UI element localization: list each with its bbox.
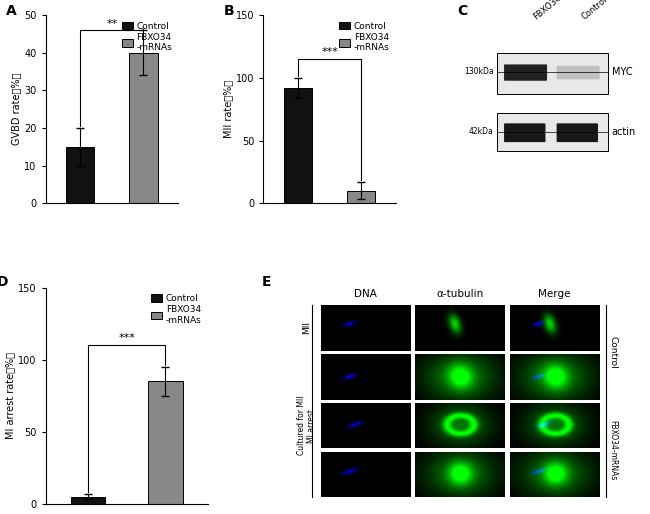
Legend: Control, FBXO34
-mRNAs: Control, FBXO34 -mRNAs: [120, 20, 174, 54]
Text: Control: Control: [580, 0, 609, 21]
Text: FBXO34-mRNAs: FBXO34-mRNAs: [532, 0, 589, 21]
Text: MII: MII: [302, 321, 311, 335]
Text: FBXO34-mRNAs: FBXO34-mRNAs: [608, 420, 618, 480]
Bar: [497, 113, 608, 151]
Text: ***: ***: [321, 47, 338, 58]
Legend: Control, FBXO34
-mRNAs: Control, FBXO34 -mRNAs: [150, 292, 203, 327]
Text: B: B: [224, 4, 234, 18]
Text: E: E: [262, 275, 272, 289]
FancyBboxPatch shape: [504, 123, 545, 142]
Text: 130kDa: 130kDa: [464, 67, 494, 76]
Text: α-tubulin: α-tubulin: [436, 289, 484, 299]
Bar: [497, 53, 608, 94]
Text: actin: actin: [612, 127, 636, 137]
Bar: [347, 191, 376, 203]
FancyBboxPatch shape: [556, 123, 598, 142]
Bar: [148, 381, 183, 504]
Bar: [129, 53, 158, 203]
Bar: [284, 88, 312, 203]
Text: Cultured for MII
MI arrest: Cultured for MII MI arrest: [297, 396, 317, 455]
Text: ***: ***: [118, 333, 135, 343]
Text: 42kDa: 42kDa: [469, 127, 494, 136]
Text: Control: Control: [608, 336, 618, 369]
Y-axis label: MII rate（%）: MII rate（%）: [223, 80, 233, 138]
Text: Merge: Merge: [538, 289, 571, 299]
FancyBboxPatch shape: [504, 64, 547, 81]
Bar: [66, 147, 94, 203]
Text: MYC: MYC: [612, 66, 632, 77]
Bar: [71, 497, 105, 504]
Y-axis label: GVBD rate（%）: GVBD rate（%）: [11, 73, 21, 145]
Legend: Control, FBXO34
-mRNAs: Control, FBXO34 -mRNAs: [337, 20, 391, 54]
Text: D: D: [0, 275, 8, 289]
FancyBboxPatch shape: [556, 66, 600, 79]
Text: A: A: [6, 4, 16, 18]
Text: DNA: DNA: [354, 289, 376, 299]
Text: **: **: [106, 19, 118, 29]
Text: C: C: [457, 4, 467, 18]
Y-axis label: MI arrest rate（%）: MI arrest rate（%）: [5, 352, 15, 439]
